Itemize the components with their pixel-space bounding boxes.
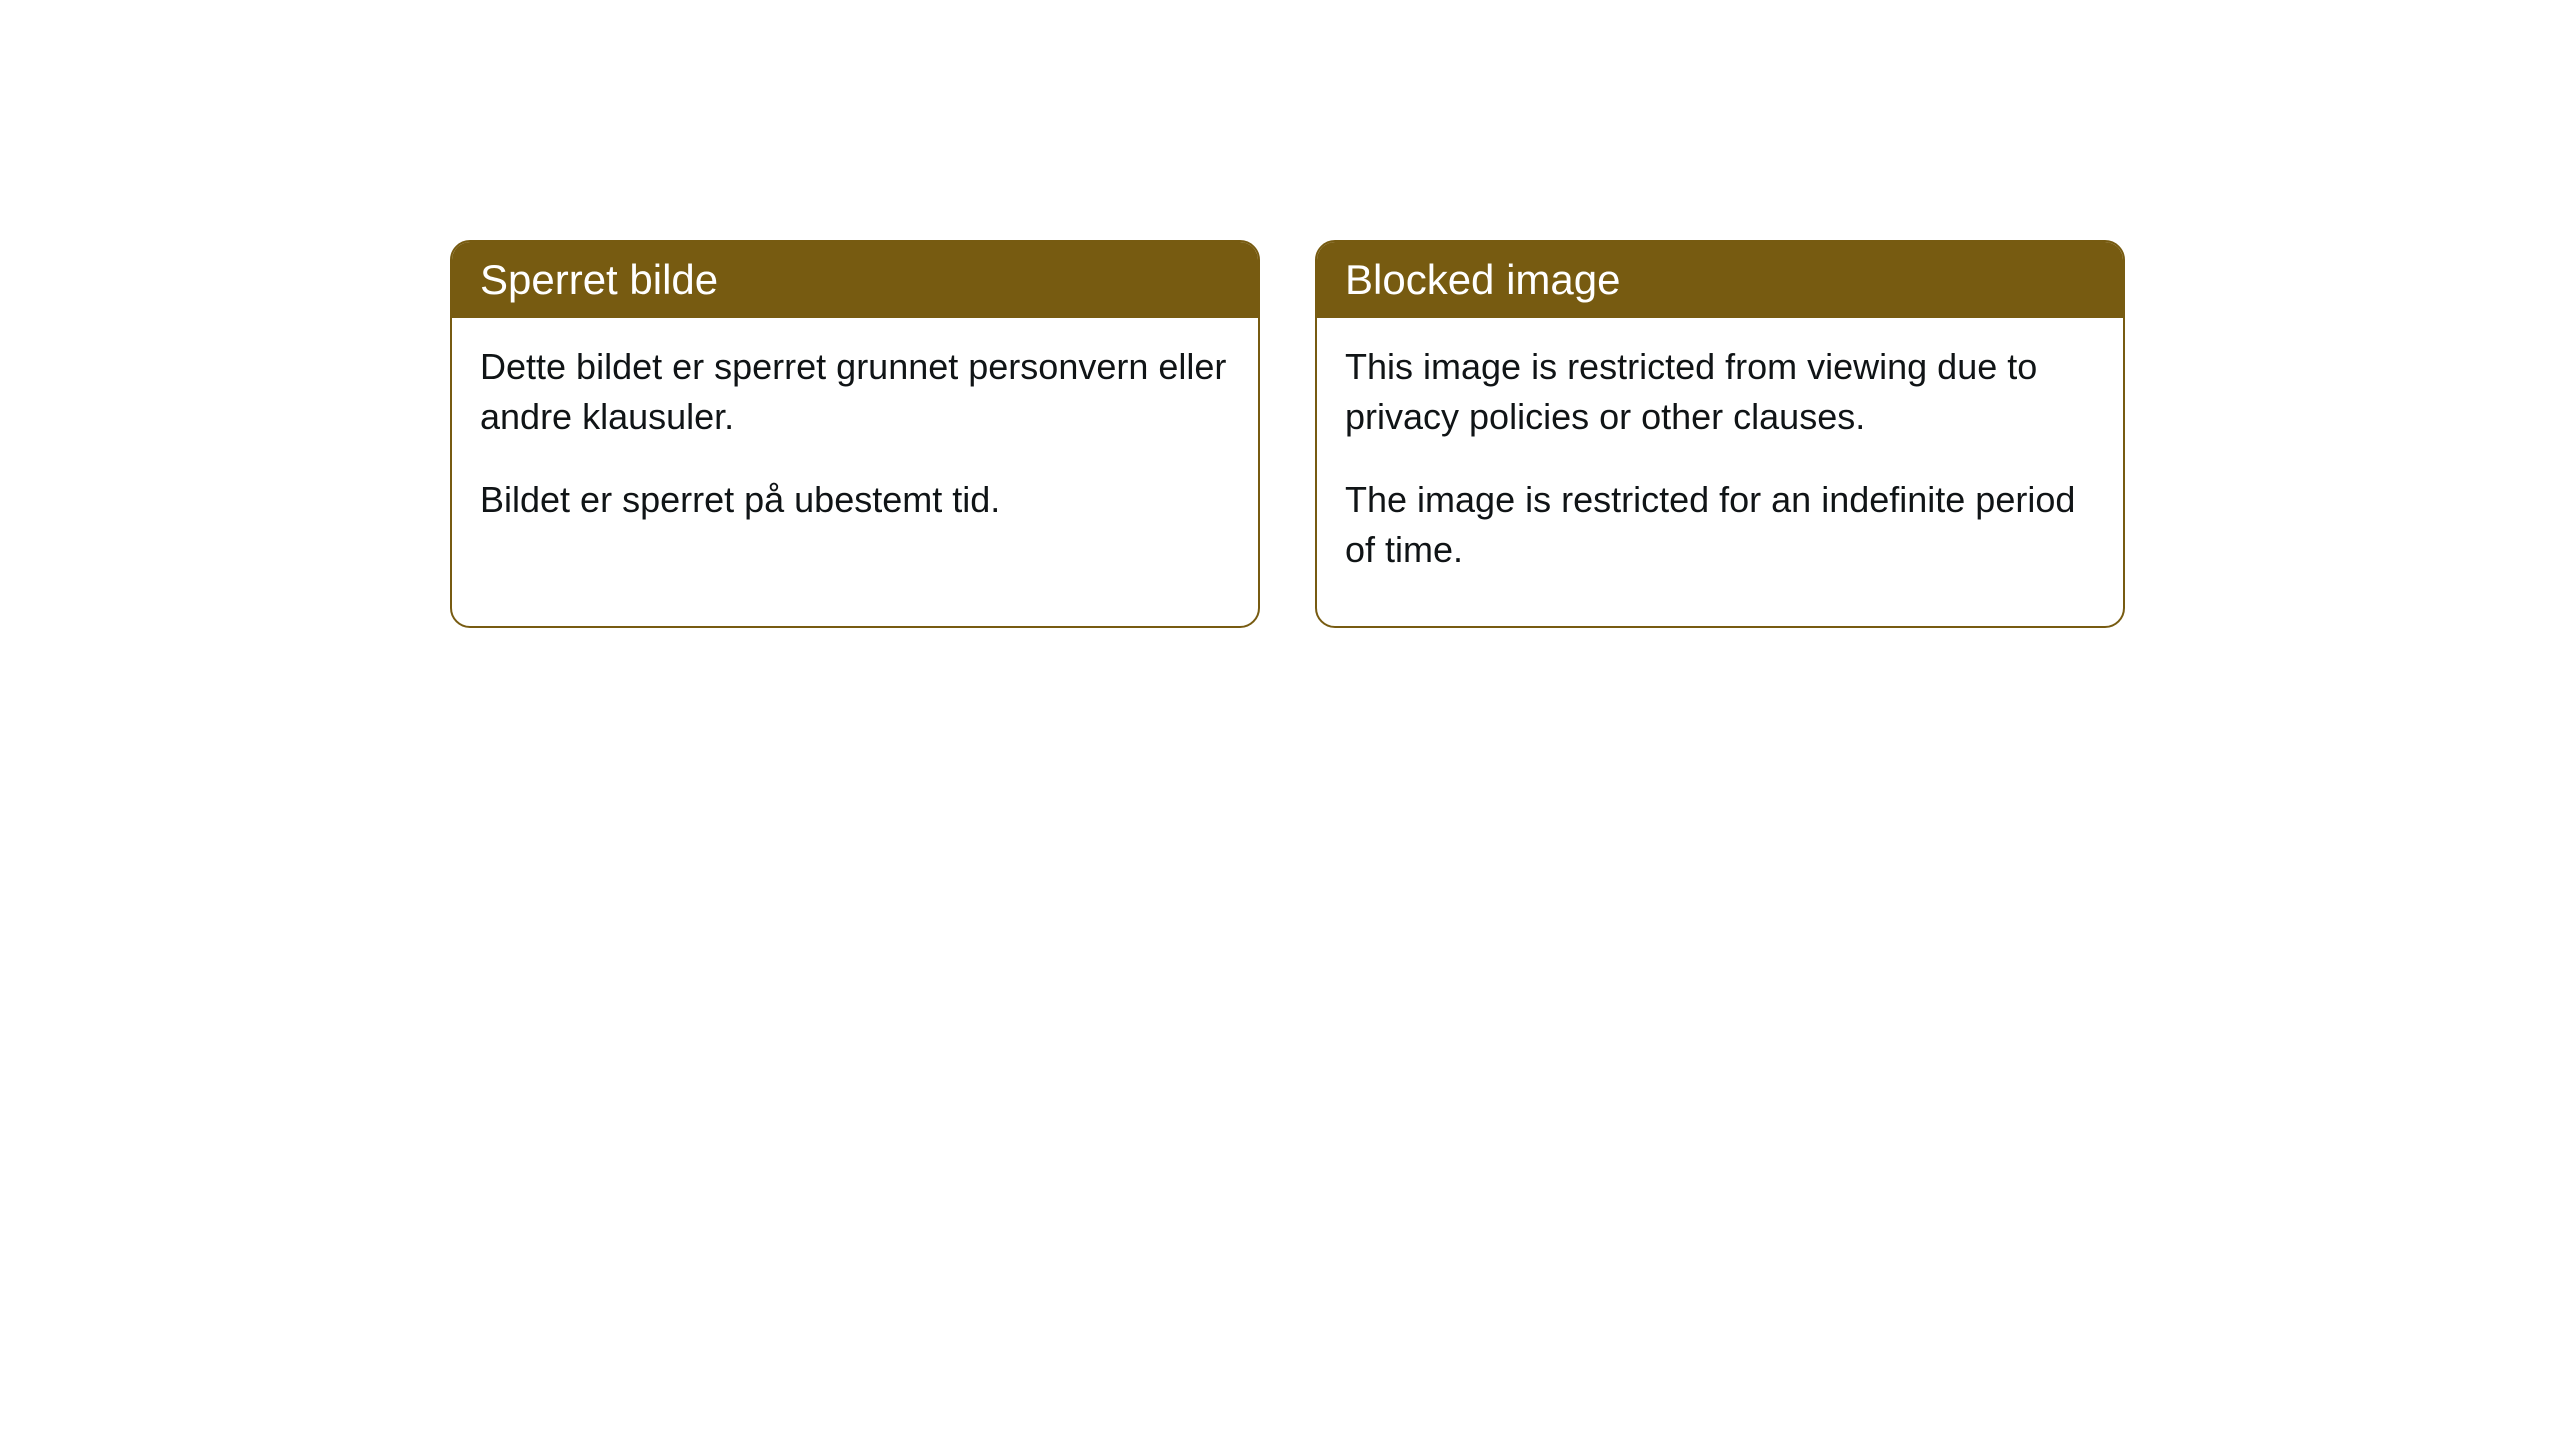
cards-container: Sperret bilde Dette bildet er sperret gr… xyxy=(450,240,2125,628)
card-body-norwegian: Dette bildet er sperret grunnet personve… xyxy=(452,318,1258,575)
card-title-english: Blocked image xyxy=(1345,256,1620,303)
card-para1-norwegian: Dette bildet er sperret grunnet personve… xyxy=(480,342,1230,443)
card-header-english: Blocked image xyxy=(1317,242,2123,318)
card-title-norwegian: Sperret bilde xyxy=(480,256,718,303)
card-para2-english: The image is restricted for an indefinit… xyxy=(1345,475,2095,576)
card-para2-norwegian: Bildet er sperret på ubestemt tid. xyxy=(480,475,1230,525)
card-english: Blocked image This image is restricted f… xyxy=(1315,240,2125,628)
card-header-norwegian: Sperret bilde xyxy=(452,242,1258,318)
card-norwegian: Sperret bilde Dette bildet er sperret gr… xyxy=(450,240,1260,628)
card-para1-english: This image is restricted from viewing du… xyxy=(1345,342,2095,443)
card-body-english: This image is restricted from viewing du… xyxy=(1317,318,2123,626)
